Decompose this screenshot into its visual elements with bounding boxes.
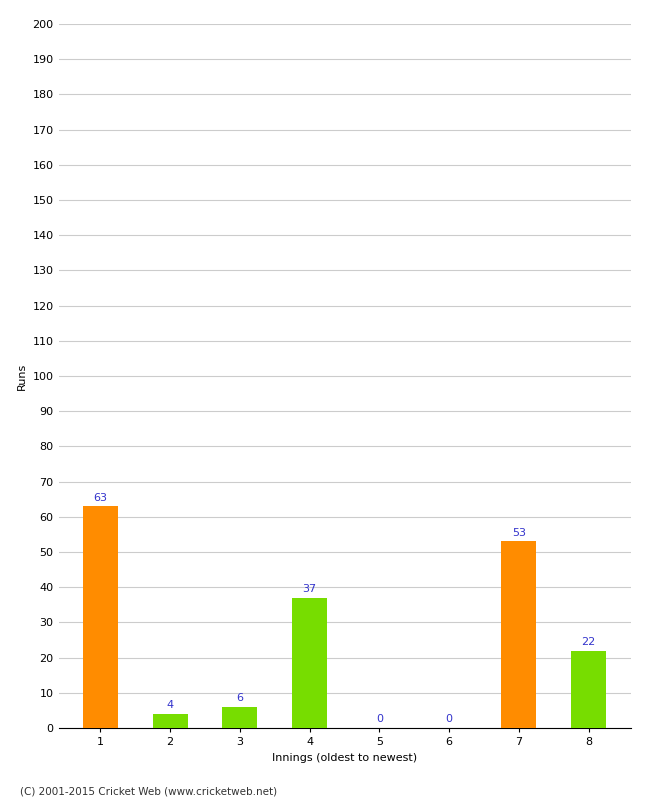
Y-axis label: Runs: Runs [17,362,27,390]
Text: (C) 2001-2015 Cricket Web (www.cricketweb.net): (C) 2001-2015 Cricket Web (www.cricketwe… [20,786,277,796]
Text: 0: 0 [376,714,383,725]
Text: 53: 53 [512,528,526,538]
Bar [292,598,327,728]
Text: 4: 4 [166,701,174,710]
Bar [83,506,118,728]
Text: 63: 63 [94,493,107,502]
Text: 37: 37 [302,584,317,594]
Bar [501,542,536,728]
Bar [153,714,188,728]
Bar [222,707,257,728]
Text: 6: 6 [237,694,243,703]
Text: 0: 0 [446,714,452,725]
X-axis label: Innings (oldest to newest): Innings (oldest to newest) [272,753,417,762]
Text: 22: 22 [582,637,596,647]
Bar [571,650,606,728]
